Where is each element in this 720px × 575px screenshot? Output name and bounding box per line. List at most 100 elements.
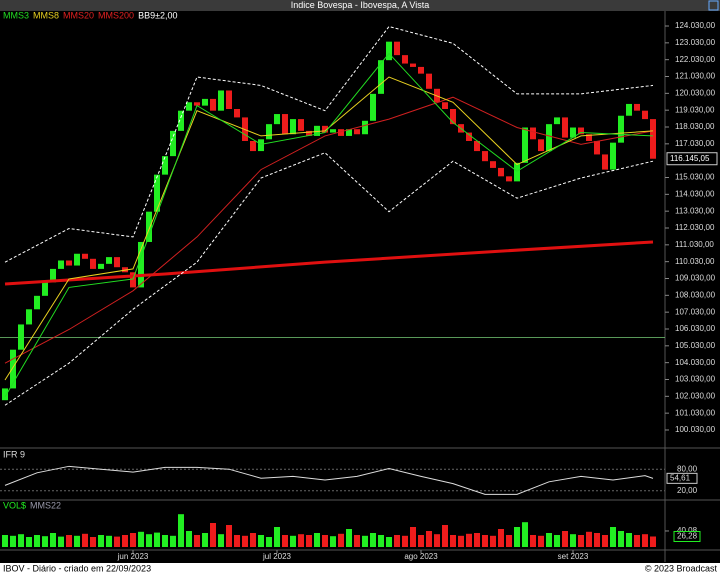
candle-body bbox=[546, 124, 552, 152]
volume-bar bbox=[234, 535, 240, 547]
candle-body bbox=[562, 117, 568, 138]
candle-body bbox=[250, 140, 256, 152]
rsi-line bbox=[4, 465, 654, 495]
window-button[interactable] bbox=[708, 0, 719, 11]
volume-bar bbox=[130, 533, 136, 547]
indicator-line bbox=[4, 76, 654, 381]
volume-bar bbox=[2, 535, 8, 547]
y-tick-label: 112.030,00 bbox=[675, 223, 715, 232]
volume-bar bbox=[634, 535, 640, 547]
candle-body bbox=[442, 102, 448, 109]
candle-body bbox=[146, 211, 152, 242]
candle-body bbox=[354, 129, 360, 135]
volume-ma-title: MMS22 bbox=[30, 500, 61, 510]
rsi-tick-label: 20,00 bbox=[677, 486, 698, 495]
y-tick-label: 117.030,00 bbox=[675, 139, 715, 148]
footer-left: IBOV - Diário - criado em 22/09/2023 bbox=[3, 563, 151, 573]
legend-entry: MMS200 bbox=[98, 10, 134, 20]
volume-bar bbox=[546, 533, 552, 547]
volume-bar bbox=[314, 533, 320, 547]
candle-body bbox=[138, 241, 144, 288]
y-tick-label: 101.030,00 bbox=[675, 408, 716, 417]
volume-bar bbox=[538, 535, 544, 547]
volume-bar bbox=[58, 536, 64, 547]
volume-bar bbox=[90, 537, 96, 547]
y-tick-label: 105.030,00 bbox=[675, 341, 716, 350]
footer-bar bbox=[0, 563, 720, 575]
candle-body bbox=[298, 119, 304, 131]
candle-body bbox=[258, 139, 264, 152]
candle-body bbox=[202, 98, 208, 106]
candle-body bbox=[626, 103, 632, 116]
candle-body bbox=[218, 90, 224, 111]
candle-body bbox=[18, 324, 24, 350]
volume-bar bbox=[146, 534, 152, 547]
candle-body bbox=[602, 154, 608, 170]
candle-body bbox=[178, 110, 184, 131]
legend-entry: MMS8 bbox=[33, 10, 59, 20]
volume-bar bbox=[482, 535, 488, 547]
candle-body bbox=[418, 66, 424, 74]
volume-bar bbox=[114, 536, 120, 547]
candle-body bbox=[170, 130, 176, 157]
candle-body bbox=[186, 102, 192, 111]
volume-bar bbox=[506, 535, 512, 547]
volume-bar bbox=[650, 536, 656, 547]
candle-body bbox=[226, 90, 232, 109]
volume-bar bbox=[10, 535, 16, 547]
candle-body bbox=[386, 41, 392, 61]
candle-body bbox=[642, 110, 648, 120]
rsi-last-box bbox=[666, 472, 698, 484]
x-tick-label: set 2023 bbox=[558, 552, 589, 561]
candle-body bbox=[194, 102, 200, 106]
rsi-tick-label: 80,00 bbox=[677, 464, 698, 473]
volume-bar bbox=[594, 533, 600, 547]
volume-bar bbox=[74, 535, 80, 547]
y-tick-label: 108.030,00 bbox=[675, 290, 716, 299]
y-tick-label: 121.030,00 bbox=[675, 72, 716, 81]
volume-bar bbox=[266, 537, 272, 547]
volume-bar bbox=[282, 535, 288, 547]
legend-entry: MMS3 bbox=[3, 10, 29, 20]
volume-bar bbox=[178, 514, 184, 547]
volume-bar bbox=[34, 535, 40, 547]
volume-bar bbox=[186, 531, 192, 547]
candle-body bbox=[162, 156, 168, 175]
indicator-line bbox=[4, 152, 654, 406]
candle-body bbox=[634, 103, 640, 111]
y-tick-label: 107.030,00 bbox=[675, 307, 716, 316]
candle-body bbox=[10, 349, 16, 389]
y-tick-label: 123.030,00 bbox=[675, 38, 716, 47]
volume-bar bbox=[426, 531, 432, 547]
volume-bar bbox=[66, 535, 72, 547]
volume-bar bbox=[298, 534, 304, 547]
volume-bar bbox=[602, 535, 608, 547]
volume-bar bbox=[210, 523, 216, 547]
volume-tick-label: 40,08 bbox=[677, 526, 698, 535]
volume-title: VOL$ bbox=[3, 500, 26, 510]
volume-bar bbox=[562, 531, 568, 547]
candle-body bbox=[130, 272, 136, 288]
rsi-last-label: 54,61 bbox=[670, 473, 691, 482]
volume-last-box bbox=[673, 530, 701, 542]
candle-body bbox=[66, 260, 72, 266]
candle-body bbox=[410, 63, 416, 67]
candle-body bbox=[338, 129, 344, 136]
volume-bar bbox=[274, 527, 280, 547]
y-tick-label: 102.030,00 bbox=[675, 391, 716, 400]
volume-bar bbox=[26, 537, 32, 547]
candle-body bbox=[530, 127, 536, 140]
volume-bar bbox=[322, 535, 328, 547]
volume-bar bbox=[418, 535, 424, 547]
candle-body bbox=[578, 127, 584, 135]
volume-bar bbox=[378, 535, 384, 547]
y-tick-label: 114.030,00 bbox=[675, 189, 715, 198]
footer-right: © 2023 Broadcast bbox=[645, 563, 718, 573]
candle-body bbox=[26, 309, 32, 325]
volume-bar bbox=[458, 535, 464, 547]
y-tick-label: 119.030,00 bbox=[675, 105, 715, 114]
candle-body bbox=[314, 125, 320, 136]
volume-bar bbox=[578, 535, 584, 547]
candle-body bbox=[554, 117, 560, 125]
